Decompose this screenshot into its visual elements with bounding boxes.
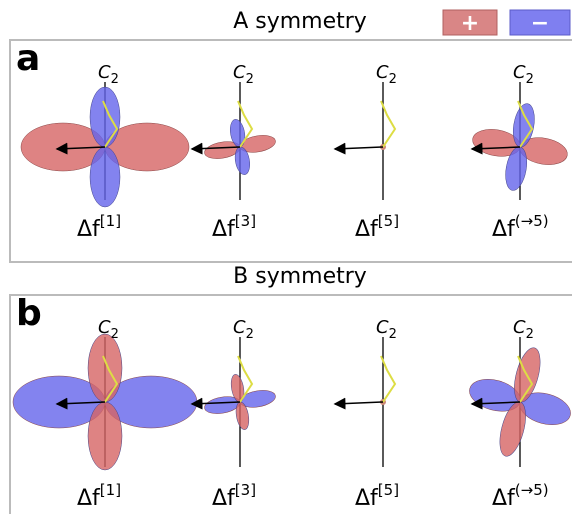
axis-sub: 2 — [111, 72, 119, 87]
axis-label: C2 — [376, 317, 397, 342]
axis-name: C — [98, 62, 111, 83]
caption-sup: (→5) — [515, 212, 549, 230]
panel-label: a — [16, 38, 40, 79]
axis-sub: 2 — [526, 327, 534, 342]
axis-name: C — [233, 317, 246, 338]
orbital: C2 Δf(→5) — [465, 62, 572, 242]
caption-main: Δf — [212, 486, 236, 511]
caption-main: Δf — [355, 217, 379, 242]
caption: Δf[5] — [355, 212, 399, 242]
orbital: C2 Δf[3] — [192, 317, 280, 511]
caption-main: Δf — [212, 217, 236, 242]
lobe — [88, 402, 122, 470]
legend-plus: + — [461, 11, 479, 36]
axis-name: C — [376, 62, 389, 83]
axis-label: C2 — [513, 317, 534, 342]
caption: Δf(→5) — [492, 212, 549, 242]
caption-sup: [5] — [378, 212, 399, 230]
axis-sub: 2 — [389, 327, 397, 342]
axis-sub: 2 — [111, 327, 119, 342]
caption-sup: (→5) — [515, 481, 549, 499]
caption: Δf(→5) — [492, 481, 549, 511]
caption-main: Δf — [492, 486, 516, 511]
orbital: C2 Δf[5] — [335, 62, 399, 242]
panel-label: b — [16, 293, 42, 334]
caption: Δf[3] — [212, 481, 256, 511]
orbital: C2 Δf[5] — [335, 317, 399, 511]
caption-main: Δf — [355, 486, 379, 511]
axis-sub: 2 — [246, 327, 254, 342]
caption-sup: [1] — [100, 481, 121, 499]
caption-sup: [3] — [235, 481, 256, 499]
dipole-arrow — [335, 147, 383, 149]
orbital: C2 Δf[3] — [192, 62, 280, 242]
axis-sub: 2 — [389, 72, 397, 87]
orbital: C2 Δf[1] — [13, 317, 197, 511]
orbital: C2 Δf[1] — [21, 62, 189, 242]
axis-label: C2 — [513, 62, 534, 87]
axis-label: C2 — [376, 62, 397, 87]
panel-title: B symmetry — [233, 264, 367, 289]
lobe — [90, 87, 120, 147]
caption-main: Δf — [77, 486, 101, 511]
figure: + − A symmetryaC2Δf[1]C2Δf[3]C2Δf[5]C2Δf… — [0, 0, 572, 514]
axis-label: C2 — [233, 317, 254, 342]
axis-name: C — [98, 317, 111, 338]
orbital: C2 Δf(→5) — [455, 317, 572, 511]
axis-name: C — [513, 62, 526, 83]
axis-label: C2 — [233, 62, 254, 87]
caption-sup: [3] — [235, 212, 256, 230]
axis-name: C — [513, 317, 526, 338]
panel-title: A symmetry — [233, 9, 367, 34]
axis-name: C — [233, 62, 246, 83]
lobe — [88, 334, 122, 402]
caption-main: Δf — [492, 217, 516, 242]
dipole-arrow — [335, 402, 383, 404]
axis-sub: 2 — [526, 72, 534, 87]
axis-name: C — [376, 317, 389, 338]
axis-sub: 2 — [246, 72, 254, 87]
lobe — [90, 147, 120, 207]
caption-sup: [5] — [378, 481, 399, 499]
caption: Δf[3] — [212, 212, 256, 242]
axis-label: C2 — [98, 62, 119, 87]
caption-sup: [1] — [100, 212, 121, 230]
legend-minus: − — [531, 11, 549, 36]
caption-main: Δf — [77, 217, 101, 242]
caption: Δf[1] — [77, 212, 121, 242]
caption: Δf[1] — [77, 481, 121, 511]
caption: Δf[5] — [355, 481, 399, 511]
